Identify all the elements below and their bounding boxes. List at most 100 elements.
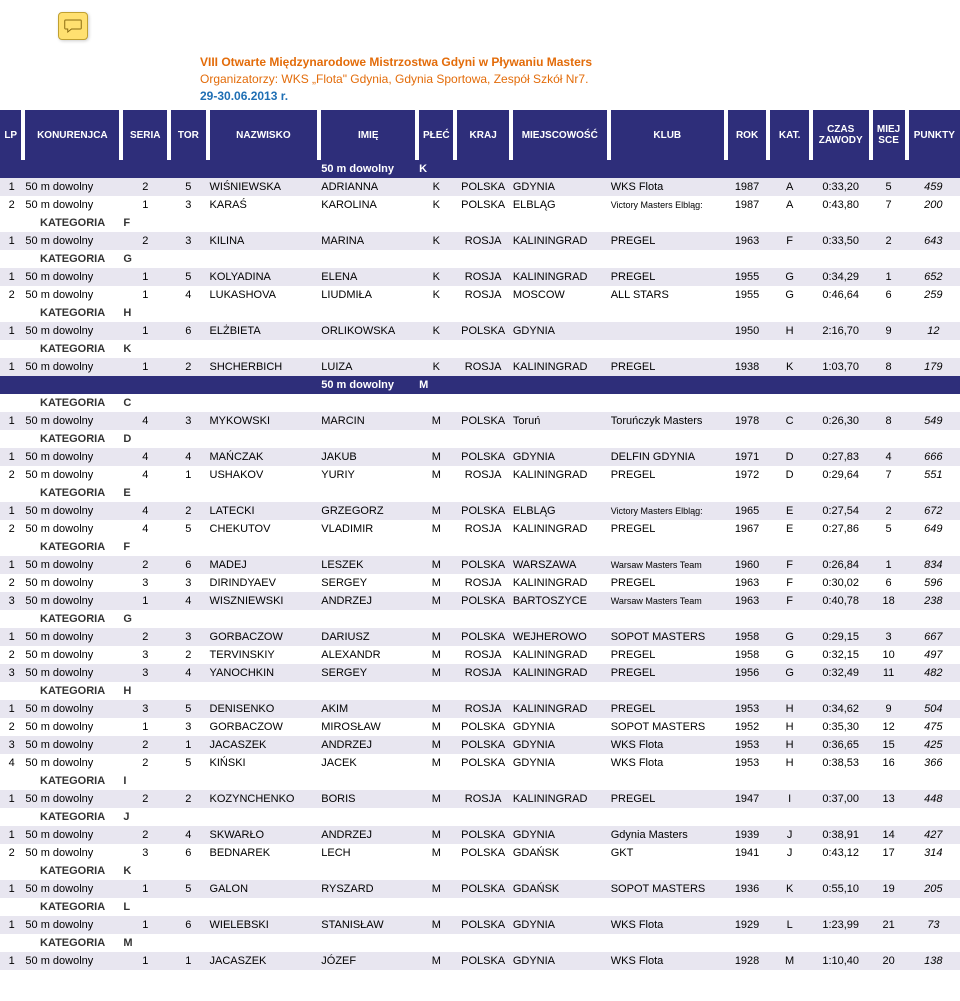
cell-kon: 50 m dowolny [23,196,121,214]
cell-pkt: 366 [907,754,960,772]
kategoria-row: KATEGORIAH [0,304,960,322]
cell-pkt: 504 [907,700,960,718]
cell-ser: 3 [121,700,169,718]
cell-klub: SOPOT MASTERS [609,880,726,898]
cell-rok: 1963 [726,232,769,250]
kategoria-label: KATEGORIA [0,250,121,268]
cell-plec: M [417,880,455,898]
cell-lp: 1 [0,358,23,376]
cell-naz: SKWARŁO [208,826,320,844]
table-header-row: LPKONURENJCASERIATORNAZWISKOIMIĘPŁEĆKRAJ… [0,110,960,160]
col-msc: MIEJ SCE [871,110,907,160]
cell-klub: WKS Flota [609,178,726,196]
comment-icon[interactable] [58,12,88,40]
cell-mie: KALININGRAD [511,664,609,682]
cell-kraj: POLSKA [455,592,510,610]
cell-mie: GDYNIA [511,916,609,934]
cell-lp: 1 [0,826,23,844]
cell-kon: 50 m dowolny [23,520,121,538]
cell-lp: 1 [0,322,23,340]
cell-kon: 50 m dowolny [23,574,121,592]
cell-kraj: POLSKA [455,556,510,574]
cell-ser: 3 [121,574,169,592]
cell-kon: 50 m dowolny [23,790,121,808]
col-klub: KLUB [609,110,726,160]
cell-imie: LUIZA [319,358,417,376]
cell-kon: 50 m dowolny [23,826,121,844]
kategoria-letter: K [121,340,169,358]
cell-kon: 50 m dowolny [23,556,121,574]
cell-tor: 6 [169,322,207,340]
cell-czas: 0:33,50 [811,232,871,250]
cell-lp: 2 [0,196,23,214]
cell-rok: 1941 [726,844,769,862]
cell-kon: 50 m dowolny [23,664,121,682]
results-table: LPKONURENJCASERIATORNAZWISKOIMIĘPŁEĆKRAJ… [0,110,960,970]
cell-kon: 50 m dowolny [23,880,121,898]
cell-tor: 2 [169,358,207,376]
cell-kat: M [768,952,811,970]
cell-ser: 3 [121,664,169,682]
cell-rok: 1956 [726,664,769,682]
kategoria-letter: C [121,394,169,412]
cell-imie: YURIY [319,466,417,484]
cell-czas: 0:43,12 [811,844,871,862]
cell-msc: 14 [871,826,907,844]
kategoria-label: KATEGORIA [0,862,121,880]
cell-plec: M [417,952,455,970]
table-row: 150 m dowolny11JACASZEKJÓZEFMPOLSKAGDYNI… [0,952,960,970]
cell-ser: 4 [121,502,169,520]
cell-kat: G [768,628,811,646]
cell-msc: 1 [871,268,907,286]
table-row: 150 m dowolny25WIŚNIEWSKAADRIANNAKPOLSKA… [0,178,960,196]
cell-kat: G [768,646,811,664]
cell-tor: 5 [169,520,207,538]
kategoria-row: KATEGORIAG [0,610,960,628]
cell-kat: G [768,286,811,304]
cell-tor: 4 [169,448,207,466]
cell-mie: KALININGRAD [511,700,609,718]
cell-naz: KARAŚ [208,196,320,214]
cell-imie: ORLIKOWSKA [319,322,417,340]
cell-ser: 1 [121,358,169,376]
cell-msc: 8 [871,412,907,430]
table-row: 150 m dowolny23KILINAMARINAKROSJAKALININ… [0,232,960,250]
cell-kon: 50 m dowolny [23,844,121,862]
col-czas: CZAS ZAWODY [811,110,871,160]
table-row: 150 m dowolny22KOZYNCHENKOBORISMROSJAKAL… [0,790,960,808]
cell-lp: 1 [0,952,23,970]
cell-tor: 4 [169,592,207,610]
cell-klub: PREGEL [609,520,726,538]
cell-czas: 0:27,86 [811,520,871,538]
cell-mie: KALININGRAD [511,574,609,592]
cell-mie: ELBLĄG [511,196,609,214]
cell-lp: 2 [0,286,23,304]
cell-imie: ANDRZEJ [319,592,417,610]
cell-rok: 1958 [726,646,769,664]
kategoria-label: KATEGORIA [0,214,121,232]
cell-tor: 4 [169,826,207,844]
cell-plec: K [417,196,455,214]
cell-pkt: 205 [907,880,960,898]
cell-kat: C [768,412,811,430]
cell-imie: STANISŁAW [319,916,417,934]
cell-lp: 1 [0,502,23,520]
cell-rok: 1950 [726,322,769,340]
cell-naz: LATECKI [208,502,320,520]
col-rok: ROK [726,110,769,160]
cell-kraj: POLSKA [455,628,510,646]
cell-mie: KALININGRAD [511,232,609,250]
cell-kon: 50 m dowolny [23,178,121,196]
cell-ser: 2 [121,736,169,754]
cell-kraj: POLSKA [455,502,510,520]
table-row: 250 m dowolny14LUKASHOVALIUDMIŁAKROSJAMO… [0,286,960,304]
kategoria-row: KATEGORIAF [0,214,960,232]
cell-kat: F [768,592,811,610]
cell-lp: 3 [0,664,23,682]
cell-imie: AKIM [319,700,417,718]
cell-msc: 13 [871,790,907,808]
kategoria-label: KATEGORIA [0,484,121,502]
cell-kon: 50 m dowolny [23,448,121,466]
cell-tor: 5 [169,268,207,286]
cell-kat: L [768,916,811,934]
